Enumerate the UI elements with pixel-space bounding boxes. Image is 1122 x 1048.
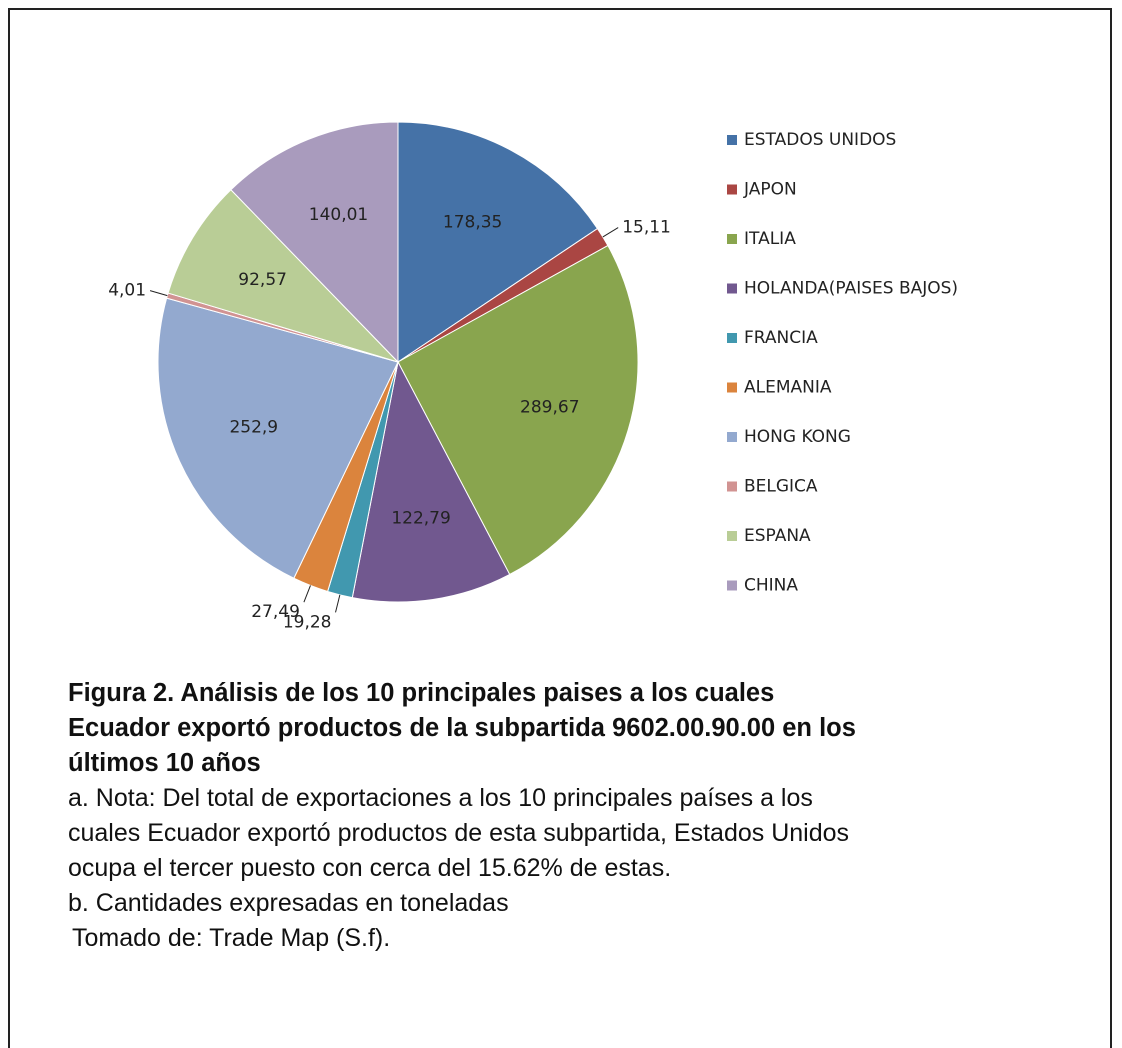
- legend-swatch: [727, 531, 737, 541]
- frame: [8, 8, 1112, 1048]
- pie-slice: [397, 121, 599, 363]
- legend-label: ESTADOS UNIDOS: [744, 130, 896, 150]
- data-label: 15,11: [622, 218, 671, 238]
- caption: Figura 2. Análisis de los 10 principales…: [68, 676, 868, 956]
- pie-slice: [167, 189, 400, 364]
- legend-label: HOLANDA(PAISES BAJOS): [744, 279, 958, 299]
- data-label: 289,67: [520, 397, 579, 417]
- note: b. Cantidades expresadas en toneladas: [68, 889, 509, 917]
- legend-label: CHINA: [744, 576, 798, 596]
- figure-title: Figura 2. Análisis de los 10 principales…: [68, 679, 856, 777]
- data-label: 122,79: [391, 509, 450, 529]
- legend-label: HONG KONG: [744, 427, 851, 447]
- leader-line: [602, 227, 619, 238]
- leader-line: [303, 585, 311, 603]
- legend-label: JAPON: [743, 180, 797, 200]
- pie-slice: [351, 360, 511, 603]
- data-label: 140,01: [309, 205, 368, 225]
- legend-swatch: [727, 184, 737, 195]
- note: a. Nota: Del total de exportaciones a lo…: [68, 784, 850, 882]
- legend-label: ALEMANIA: [744, 378, 832, 398]
- legend-label: FRANCIA: [744, 328, 818, 348]
- legend-swatch: [727, 283, 737, 294]
- legend-swatch: [727, 432, 737, 442]
- data-label: 252,9: [229, 417, 278, 437]
- legend-label: ESPANA: [744, 526, 811, 546]
- pie-slice: [157, 297, 399, 579]
- legend-swatch: [727, 382, 737, 393]
- legend-swatch: [727, 135, 737, 145]
- data-label: 19,28: [283, 612, 332, 632]
- pie-slice: [230, 121, 399, 364]
- legend-swatch: [727, 333, 737, 343]
- pie-slice: [397, 244, 639, 576]
- data-label: 92,57: [238, 270, 287, 290]
- source: Tomado de: Trade Map (S.f).: [72, 924, 391, 952]
- legend-label: BELGICA: [744, 477, 818, 497]
- legend-swatch: [727, 481, 737, 492]
- leader-line: [335, 594, 341, 613]
- data-label: 27,49: [251, 602, 300, 622]
- legend-label: ITALIA: [744, 229, 796, 249]
- leader-line: [149, 290, 168, 297]
- legend-swatch: [727, 580, 737, 591]
- data-label: 4,01: [108, 281, 146, 301]
- data-label: 178,35: [443, 212, 502, 232]
- legend-swatch: [727, 234, 737, 244]
